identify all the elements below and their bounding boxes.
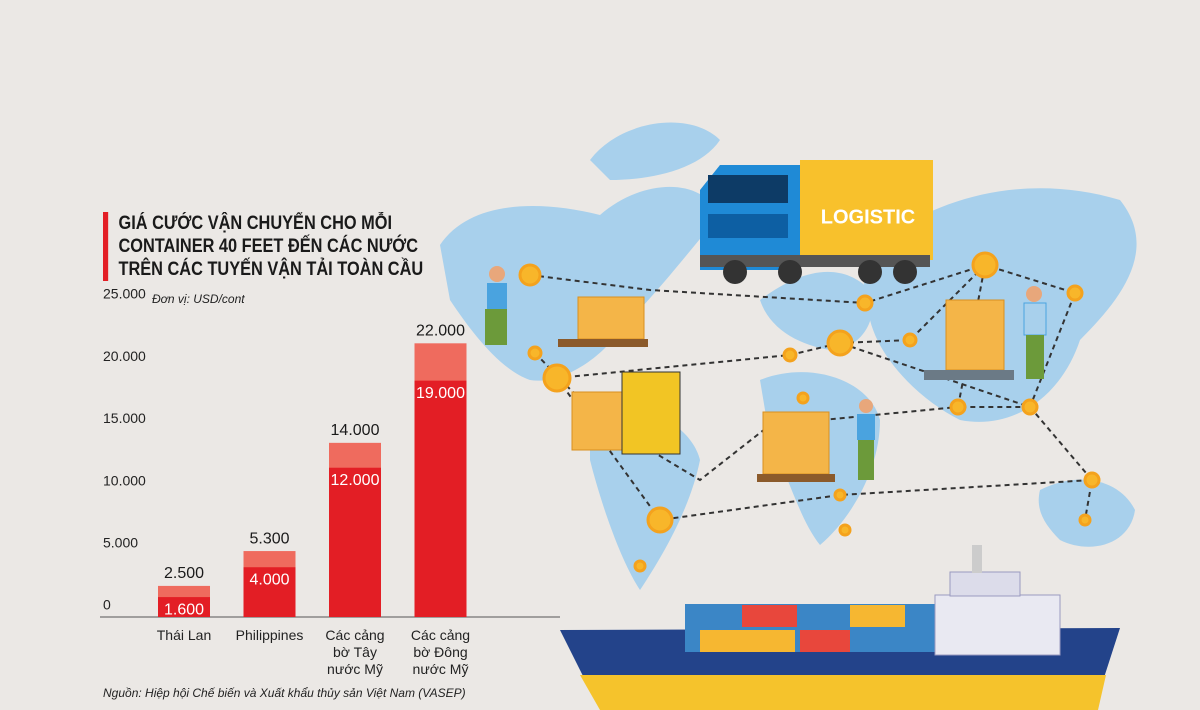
- worker-head: [1026, 286, 1042, 302]
- value-label: 2.500: [164, 565, 204, 582]
- truck-windshield: [708, 175, 788, 203]
- route-line: [839, 261, 1030, 408]
- container: [742, 605, 797, 627]
- x-tick-label: Thái Lan: [156, 627, 212, 643]
- ship-mast: [972, 545, 982, 573]
- truck-wheel: [723, 260, 747, 284]
- cargo: [558, 296, 1014, 482]
- y-tick-label: 15.000: [103, 410, 146, 426]
- truck-label: LOGISTIC: [821, 206, 915, 228]
- worker-body: [487, 283, 507, 309]
- hub: [1066, 284, 1084, 302]
- route-line: [529, 263, 1077, 408]
- value-label: 12.000: [331, 472, 380, 489]
- hub: [646, 506, 674, 534]
- value-label: 1.600: [164, 601, 204, 618]
- value-label: 22.000: [416, 323, 465, 340]
- worker-head: [859, 399, 873, 413]
- workers: [485, 266, 1047, 480]
- container: [800, 630, 850, 652]
- truck: LOGISTIC: [700, 160, 933, 284]
- y-tick-label: 5.000: [103, 535, 138, 551]
- pallet: [558, 339, 648, 347]
- forklift: [621, 371, 681, 455]
- box-stack: [945, 299, 1005, 371]
- hub: [1021, 398, 1039, 416]
- y-tick-label: 20.000: [103, 348, 146, 364]
- worker-legs: [858, 440, 874, 480]
- unit-note: Đơn vị: USD/cont: [152, 292, 245, 306]
- source-note: Nguồn: Hiệp hội Chế biến và Xuất khẩu th…: [103, 686, 466, 700]
- worker-body: [1023, 302, 1047, 336]
- hub: [1083, 471, 1101, 489]
- y-tick-label: 25.000: [103, 286, 146, 302]
- hub: [633, 559, 647, 573]
- hub: [542, 363, 572, 393]
- box-stack: [762, 411, 830, 475]
- hub: [856, 294, 874, 312]
- hub: [833, 488, 847, 502]
- ship: [560, 545, 1120, 710]
- chart-title: GIÁ CƯỚC VẬN CHUYỂN CHO MỖI CONTAINER 40…: [103, 212, 423, 281]
- truck-wheel: [778, 260, 802, 284]
- y-tick-label: 0: [103, 597, 111, 613]
- worker-legs: [485, 309, 507, 345]
- europe: [760, 271, 873, 350]
- hub: [1078, 513, 1092, 527]
- y-tick-label: 10.000: [103, 472, 146, 488]
- route-line: [534, 352, 959, 482]
- hub: [796, 391, 810, 405]
- box-stack: [577, 296, 645, 340]
- box-stack: [571, 391, 625, 451]
- bar: [243, 567, 296, 617]
- north-america: [440, 186, 720, 381]
- value-label: 19.000: [416, 385, 465, 402]
- truck-trailer: [800, 160, 933, 260]
- truck-wheel: [893, 260, 917, 284]
- worker-legs: [1026, 335, 1044, 379]
- hubs: [518, 251, 1101, 573]
- container: [850, 605, 905, 627]
- x-tick-label: Philippines: [235, 627, 304, 643]
- hub: [518, 263, 542, 287]
- truck-grille: [708, 214, 788, 238]
- hub: [949, 398, 967, 416]
- chart: 0 5.000 10.000 15.000 20.000 25.000 2.500 1.600…: [100, 286, 560, 618]
- ship-bridge: [934, 594, 1061, 656]
- x-tick-label: Các cảng bờ Đông nước Mỹ: [410, 627, 471, 677]
- hub: [902, 332, 918, 348]
- hub: [826, 329, 854, 357]
- pallet: [757, 474, 835, 482]
- bar: [329, 467, 381, 617]
- truck-wheel: [858, 260, 882, 284]
- value-label: 5.300: [249, 530, 289, 547]
- hub: [782, 347, 798, 363]
- scale: [924, 370, 1014, 380]
- worker-body: [857, 414, 875, 440]
- worker-head: [489, 266, 505, 282]
- greenland: [590, 122, 720, 180]
- value-label: 14.000: [331, 422, 380, 439]
- value-label: 4.000: [249, 571, 289, 588]
- hub: [971, 251, 999, 279]
- ship-deck: [949, 571, 1021, 597]
- hub: [838, 523, 852, 537]
- hub: [527, 345, 543, 361]
- bar: [158, 597, 210, 617]
- x-tick-label: Các cảng bờ Tây nước Mỹ: [325, 627, 385, 677]
- ship-keel: [580, 675, 1106, 710]
- bar: [414, 380, 467, 617]
- container: [700, 630, 795, 652]
